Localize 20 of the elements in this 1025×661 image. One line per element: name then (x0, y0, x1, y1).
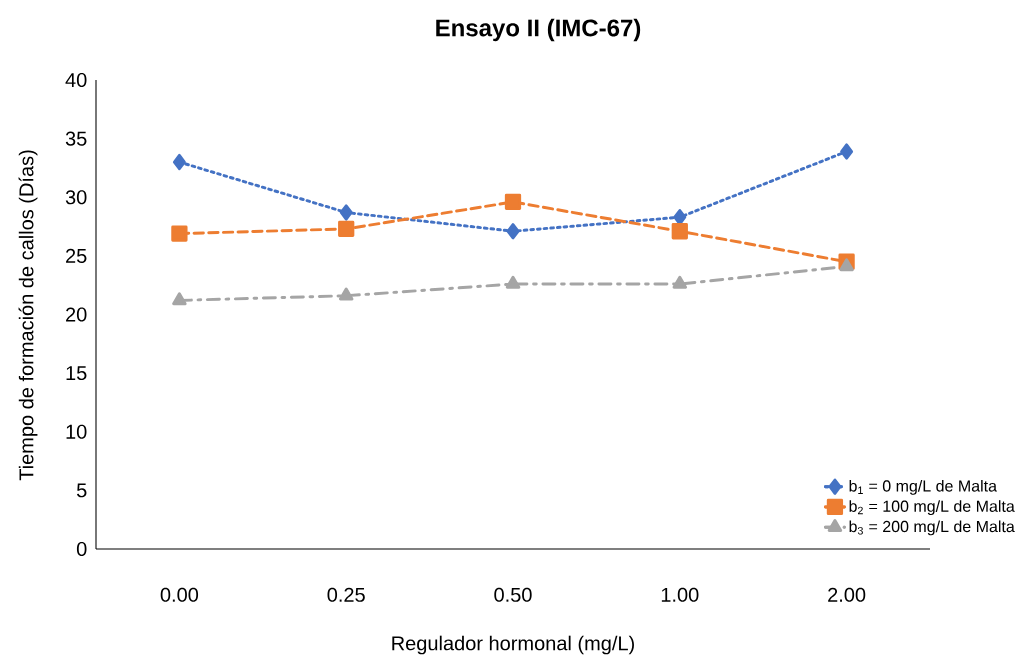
x-tick-label: 2.00 (828, 587, 866, 602)
y-tick-label: 25 (66, 248, 87, 263)
y-tick-label: 0 (76, 541, 87, 557)
y-tick-label: 35 (65, 131, 87, 146)
chart-title: Ensayo II (IMC-67) (436, 18, 641, 42)
x-tick-label: 1.00 (661, 587, 699, 602)
x-tick-label: 0.25 (327, 587, 365, 602)
legend-label: b$_{2}$ = 100 mg/L de Malta (849, 500, 1015, 516)
legend-label: b$_{3}$ = 200 mg/L de Malta (849, 520, 1015, 536)
y-tick-label: 20 (66, 307, 87, 322)
y-tick-label: 10 (66, 424, 87, 439)
legend-label: b$_{1}$ = 0 mg/L de Malta (849, 479, 997, 495)
y-axis-title: Tiempo de formación de callos (Días) (18, 150, 38, 481)
y-tick-label: 15 (66, 366, 87, 381)
x-axis-title: Regulador hormonal (mg/L) (392, 635, 634, 655)
y-tick-label: 40 (65, 72, 87, 88)
y-tick-label: 30 (65, 190, 87, 205)
y-tick-label: 5 (76, 483, 87, 498)
x-tick-label: 0.50 (494, 587, 532, 602)
x-tick-label: 0.00 (160, 587, 199, 602)
